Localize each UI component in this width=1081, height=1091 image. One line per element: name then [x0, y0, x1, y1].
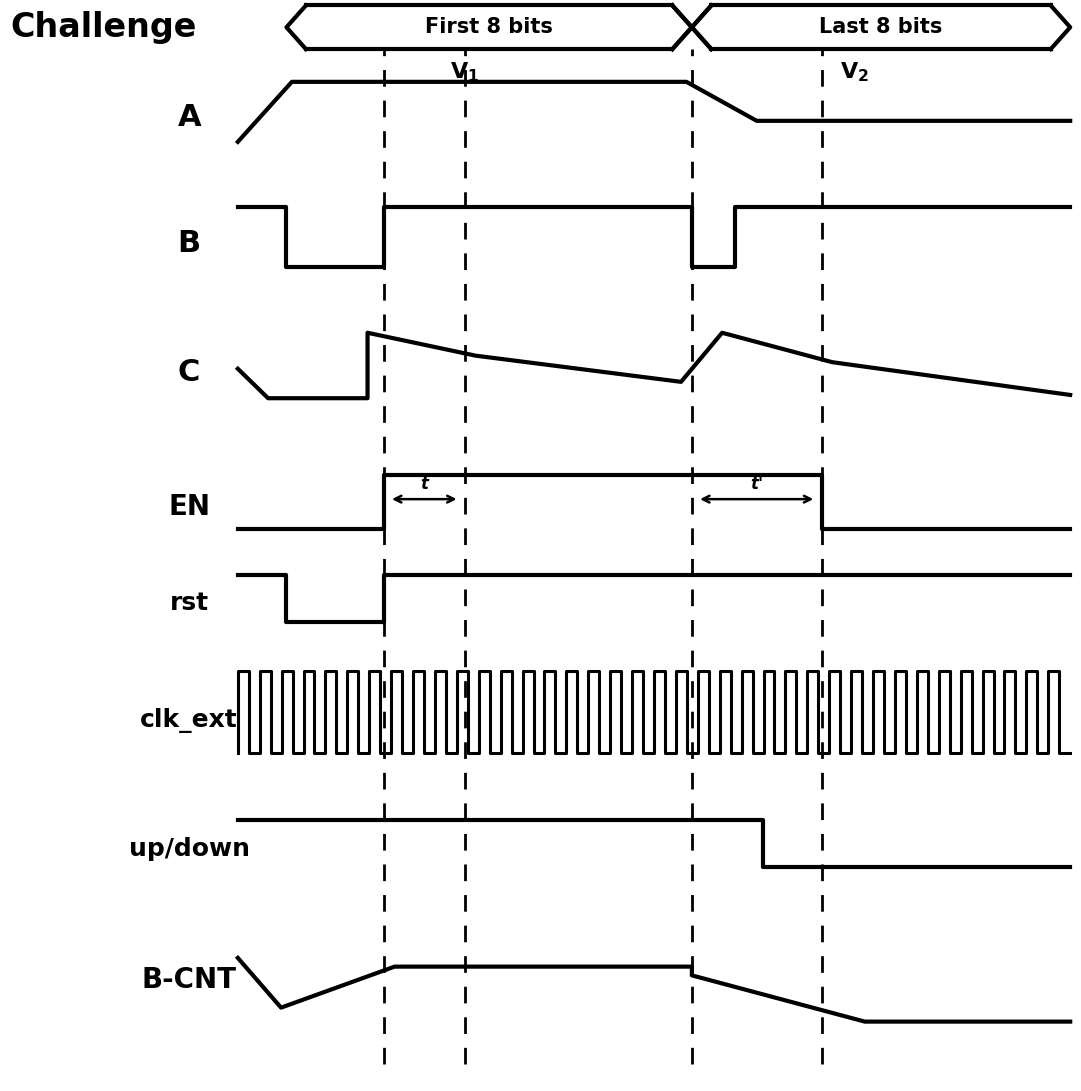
Text: clk_ext: clk_ext — [141, 708, 238, 732]
Text: First 8 bits: First 8 bits — [425, 17, 553, 37]
Text: Last 8 bits: Last 8 bits — [819, 17, 943, 37]
Text: rst: rst — [170, 591, 209, 615]
Text: t': t' — [750, 475, 763, 493]
Text: $\mathbf{V_1}$: $\mathbf{V_1}$ — [451, 60, 479, 84]
Text: EN: EN — [169, 493, 210, 521]
Text: $\mathbf{V_2}$: $\mathbf{V_2}$ — [840, 60, 868, 84]
Text: t: t — [421, 475, 428, 493]
Text: C: C — [178, 358, 200, 386]
Text: Challenge: Challenge — [11, 11, 197, 44]
Text: up/down: up/down — [129, 837, 250, 861]
Text: A: A — [177, 104, 201, 132]
Text: B-CNT: B-CNT — [142, 966, 237, 994]
Text: B: B — [177, 229, 201, 257]
